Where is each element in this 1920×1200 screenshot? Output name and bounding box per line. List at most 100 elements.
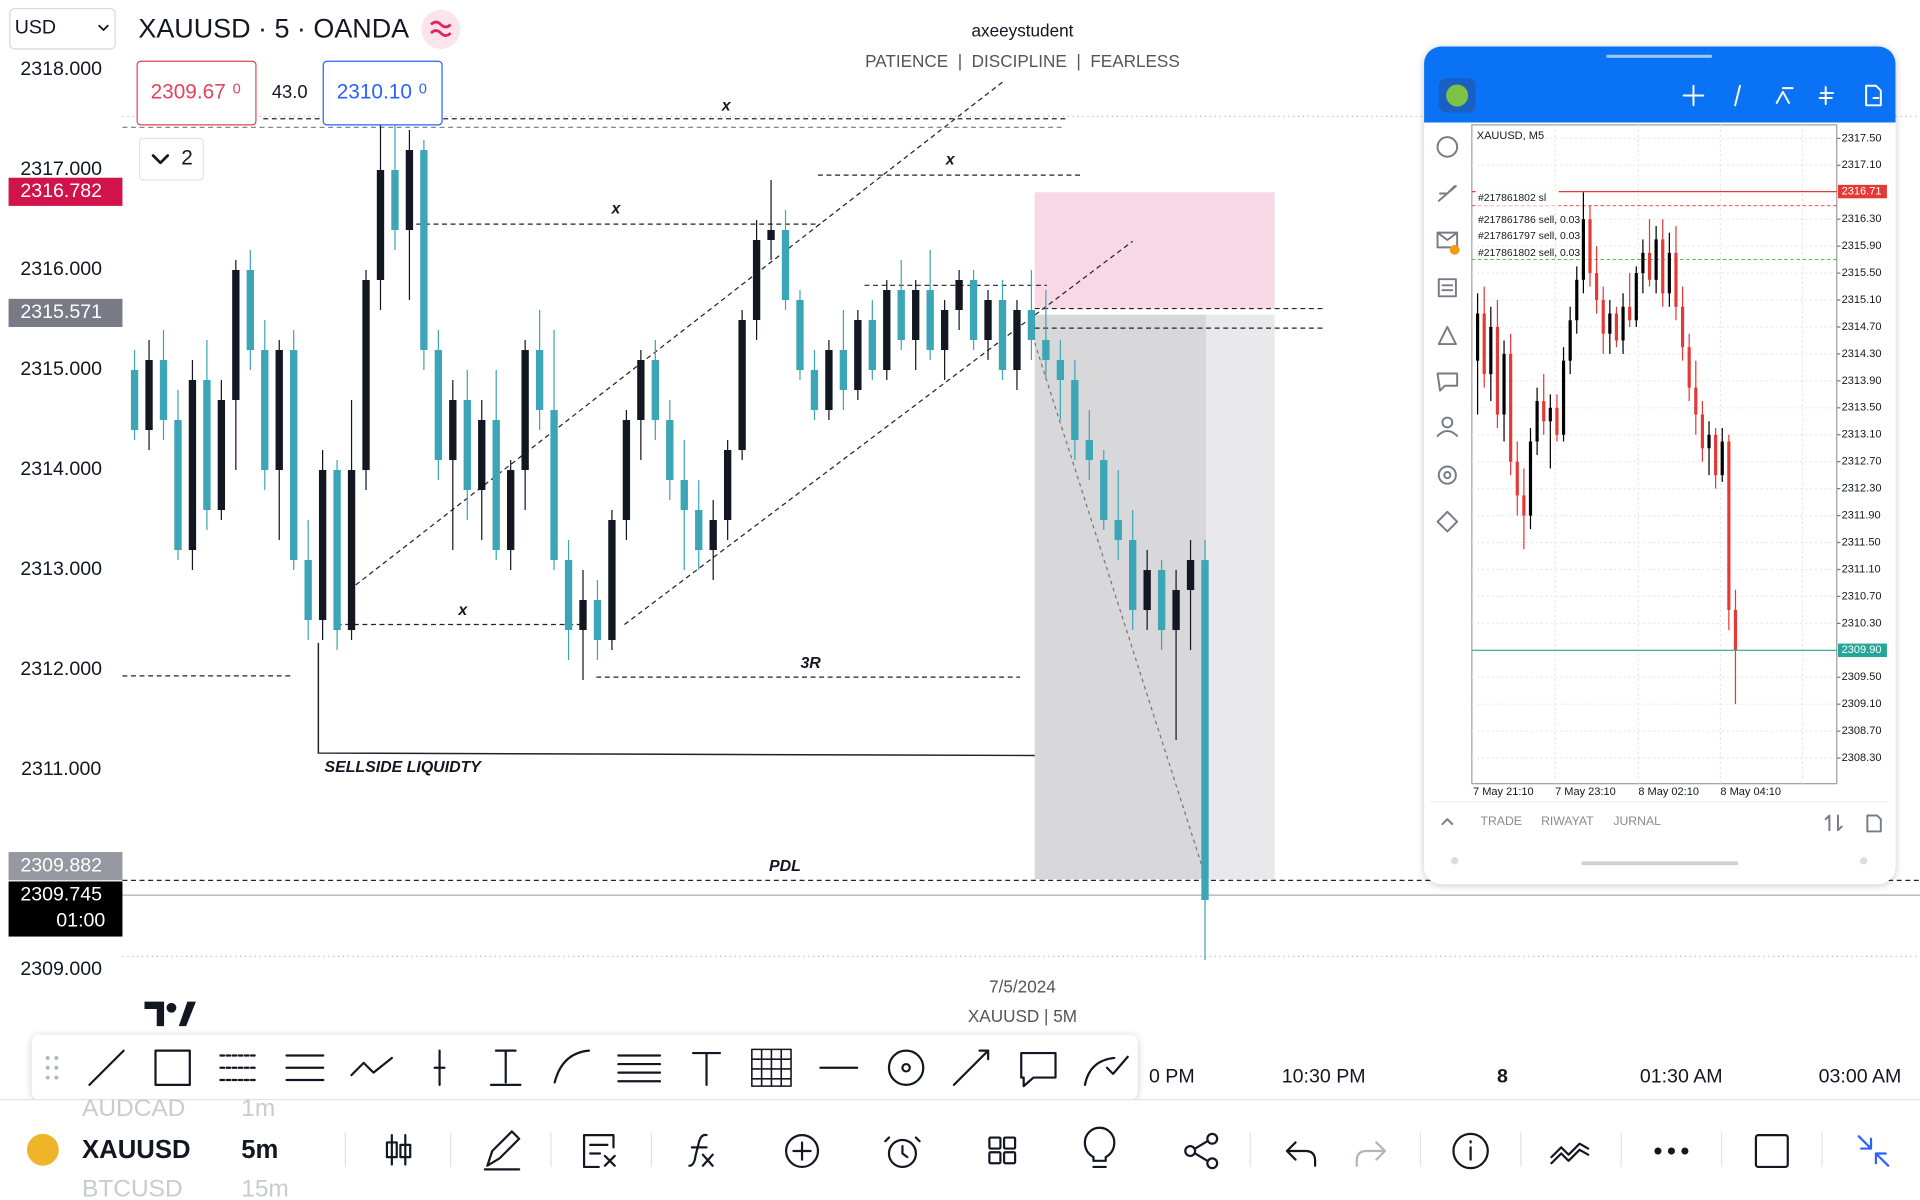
mt5-side-button[interactable] bbox=[1441, 284, 1454, 292]
mt5-side-button[interactable] bbox=[1436, 510, 1459, 533]
toolbar-button[interactable] bbox=[1184, 1145, 1197, 1158]
interval-prev[interactable]: 1m bbox=[241, 1095, 275, 1122]
mt5-header-button[interactable] bbox=[1682, 84, 1882, 107]
buy-button[interactable]: 2310.10 0 bbox=[322, 60, 443, 126]
tab[interactable]: JURNAL bbox=[1613, 814, 1661, 828]
indicators-toggle[interactable] bbox=[151, 154, 170, 165]
tool-icon[interactable] bbox=[154, 1049, 191, 1086]
toolbar-button[interactable] bbox=[1857, 1135, 1890, 1167]
sell-button[interactable] bbox=[136, 60, 257, 126]
toolbar-button[interactable] bbox=[385, 1134, 412, 1166]
indicators-toggle[interactable]: 2 bbox=[138, 137, 204, 181]
tab[interactable]: RIWAYAT bbox=[1541, 814, 1594, 828]
collapse-button[interactable] bbox=[1441, 818, 1454, 826]
buy-button[interactable] bbox=[322, 60, 443, 126]
toolbar-button[interactable] bbox=[988, 1136, 1002, 1150]
mt5-side-button[interactable] bbox=[1436, 231, 1459, 241]
tool-icon[interactable] bbox=[489, 1049, 522, 1086]
tool-icon[interactable] bbox=[1020, 1051, 1057, 1088]
drawing-toolbar bbox=[31, 1034, 1138, 1100]
buy-button[interactable]: 2310.10 bbox=[337, 81, 412, 104]
tool-icon[interactable] bbox=[350, 1056, 393, 1077]
mt5-side-button[interactable] bbox=[1436, 372, 1459, 392]
candle-body bbox=[535, 350, 544, 411]
indicator-badge[interactable] bbox=[421, 9, 461, 49]
tool-icon[interactable] bbox=[901, 1062, 911, 1073]
toolbar-button[interactable] bbox=[792, 1141, 812, 1161]
toolbar-button[interactable] bbox=[1452, 1132, 1489, 1170]
toolbar-button[interactable] bbox=[1681, 1147, 1689, 1155]
currency-select[interactable] bbox=[9, 7, 116, 50]
tool-icon[interactable] bbox=[952, 1049, 990, 1086]
candle-body bbox=[608, 520, 616, 641]
symbol-title[interactable]: XAUUSD · 5 · OANDA bbox=[138, 14, 409, 44]
indicator-badge[interactable] bbox=[430, 20, 452, 37]
panel-button[interactable] bbox=[1824, 814, 1882, 833]
mt5-side-button[interactable] bbox=[1437, 325, 1457, 346]
sell-button[interactable]: 2309.67 bbox=[151, 81, 226, 104]
mt5-side-button[interactable] bbox=[1436, 231, 1459, 249]
mt5-header-button[interactable] bbox=[1775, 87, 1794, 104]
toolbar-button[interactable] bbox=[1002, 1151, 1017, 1165]
toolbar-button[interactable] bbox=[688, 1133, 714, 1167]
mt5-side-button[interactable] bbox=[1436, 136, 1459, 158]
indicators-toggle[interactable]: 2 bbox=[181, 147, 193, 170]
toolbar-button[interactable] bbox=[1206, 1132, 1219, 1145]
symbol[interactable]: XAUUSD bbox=[82, 1136, 191, 1164]
mt5-side-button[interactable] bbox=[1437, 465, 1457, 485]
toolbar-button[interactable] bbox=[1194, 1140, 1209, 1162]
toolbar-button[interactable] bbox=[1206, 1157, 1219, 1170]
mt5-side-button[interactable] bbox=[1436, 430, 1459, 437]
currency-select[interactable]: USD bbox=[15, 16, 56, 38]
tab[interactable]: TRADE bbox=[1480, 814, 1521, 828]
tool-icon[interactable] bbox=[433, 1049, 446, 1086]
toolbar-button[interactable] bbox=[1667, 1147, 1675, 1155]
tool-icon[interactable] bbox=[219, 1054, 259, 1082]
toolbar-button[interactable] bbox=[385, 1126, 1890, 1171]
tool-icon[interactable] bbox=[285, 1054, 325, 1082]
toolbar-button[interactable] bbox=[582, 1134, 616, 1169]
mt5-side-button[interactable] bbox=[1443, 471, 1452, 480]
mt5-side-button[interactable] bbox=[1437, 278, 1457, 298]
candle-body bbox=[159, 360, 168, 421]
mt5-header-button[interactable] bbox=[1818, 85, 1835, 106]
currency-select[interactable]: USD bbox=[9, 7, 116, 50]
symbol-prev[interactable]: AUDCAD bbox=[82, 1095, 185, 1122]
sell-button[interactable]: 2309.67 0 bbox=[136, 60, 257, 126]
mt5-side-button[interactable] bbox=[1437, 185, 1457, 202]
interval[interactable]: 5m bbox=[241, 1136, 278, 1164]
toolbar-button[interactable] bbox=[1654, 1147, 1662, 1155]
tool-icon[interactable] bbox=[88, 1049, 125, 1086]
tool-icon[interactable] bbox=[751, 1048, 792, 1087]
mt5-side-button[interactable] bbox=[1441, 416, 1454, 429]
mt5-header-button[interactable] bbox=[1734, 84, 1741, 107]
mt5-header-button[interactable] bbox=[1865, 84, 1882, 107]
mt5-side-button[interactable] bbox=[1436, 136, 1459, 533]
sell-button[interactable]: 0 bbox=[233, 81, 241, 97]
toolbar-button[interactable] bbox=[1285, 1141, 1317, 1167]
toolbar-button[interactable] bbox=[785, 1134, 820, 1169]
toolbar-button[interactable] bbox=[1550, 1142, 1590, 1165]
toolbar-button[interactable] bbox=[1754, 1134, 1789, 1169]
tool-icon[interactable] bbox=[553, 1049, 591, 1084]
candle-body bbox=[579, 600, 587, 631]
toolbar-button[interactable] bbox=[1002, 1136, 1017, 1150]
symbol-next[interactable]: BTCUSD bbox=[82, 1176, 183, 1200]
indicator-badge[interactable] bbox=[421, 9, 461, 49]
toolbar-button[interactable] bbox=[988, 1151, 1002, 1165]
tool-icon[interactable] bbox=[617, 1054, 662, 1083]
tool-icon[interactable] bbox=[887, 1049, 925, 1086]
interval-next[interactable]: 15m bbox=[241, 1176, 289, 1200]
toolbar-button[interactable] bbox=[884, 1136, 921, 1159]
toolbar-button[interactable] bbox=[483, 1130, 521, 1171]
currency-select[interactable] bbox=[98, 24, 109, 31]
tool-icon[interactable] bbox=[691, 1051, 722, 1086]
toolbar-button[interactable] bbox=[1355, 1141, 1386, 1167]
toolbar-button[interactable] bbox=[887, 1138, 918, 1169]
tool-icon[interactable] bbox=[1083, 1055, 1129, 1086]
mt5-header-button[interactable] bbox=[1682, 84, 1705, 107]
buy-button[interactable]: 0 bbox=[419, 81, 427, 97]
indicators-toggle[interactable] bbox=[138, 137, 204, 181]
toolbar-button[interactable] bbox=[1083, 1126, 1116, 1169]
tool-icon[interactable] bbox=[88, 1048, 1129, 1088]
